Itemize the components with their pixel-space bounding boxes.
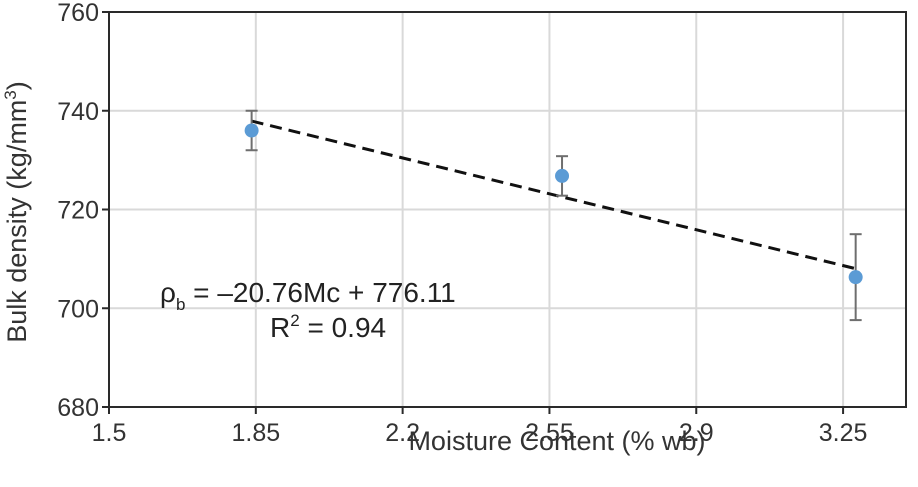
- x-axis-title: Moisture Content (% wb): [408, 426, 705, 456]
- trendline: [251, 119, 857, 271]
- data-point-2: [848, 270, 863, 285]
- data-point-0: [244, 123, 259, 138]
- y-tick-label-4: 760: [57, 0, 99, 27]
- y-tick-label-2: 720: [57, 197, 99, 225]
- x-tick-label-4: 2.9: [679, 419, 714, 447]
- r-squared-sup: 2: [290, 311, 299, 330]
- r-squared-value: = 0.94: [300, 312, 386, 343]
- eq-rho-subscript: b: [176, 295, 185, 314]
- y-axis-title-main: Bulk density (kg/mm: [2, 100, 32, 343]
- eq-rhs: = –20.76Mc + 776.11: [185, 277, 455, 308]
- y-tick-label-0: 680: [57, 394, 99, 422]
- eq-rho: ρ: [160, 277, 176, 308]
- y-tick-label-1: 700: [57, 295, 99, 323]
- y-tick-label-3: 740: [57, 98, 99, 126]
- trendline-group: [251, 119, 857, 271]
- x-axis-ticks: 1.5 1.85 2.2 2.55 2.9 3.25: [92, 407, 868, 447]
- x-tick-label-2: 2.2: [385, 419, 420, 447]
- grid: [108, 11, 906, 408]
- x-tick-label-0: 1.5: [92, 419, 127, 447]
- r-squared: R2 = 0.94: [270, 311, 386, 343]
- x-tick-label-5: 3.25: [819, 419, 868, 447]
- y-axis-ticks: 680 700 720 740 760: [57, 0, 109, 422]
- y-axis-title: Bulk density (kg/mm3): [1, 81, 32, 343]
- x-tick-label-1: 1.85: [231, 419, 280, 447]
- y-axis-title-end: ): [2, 81, 32, 90]
- x-tick-label-3: 2.55: [525, 419, 574, 447]
- data-points: [244, 123, 863, 285]
- y-axis-title-sup: 3: [1, 90, 20, 99]
- data-point-1: [555, 168, 570, 183]
- r-squared-r: R: [270, 312, 290, 343]
- regression-equation: ρb = –20.76Mc + 776.11: [160, 277, 456, 314]
